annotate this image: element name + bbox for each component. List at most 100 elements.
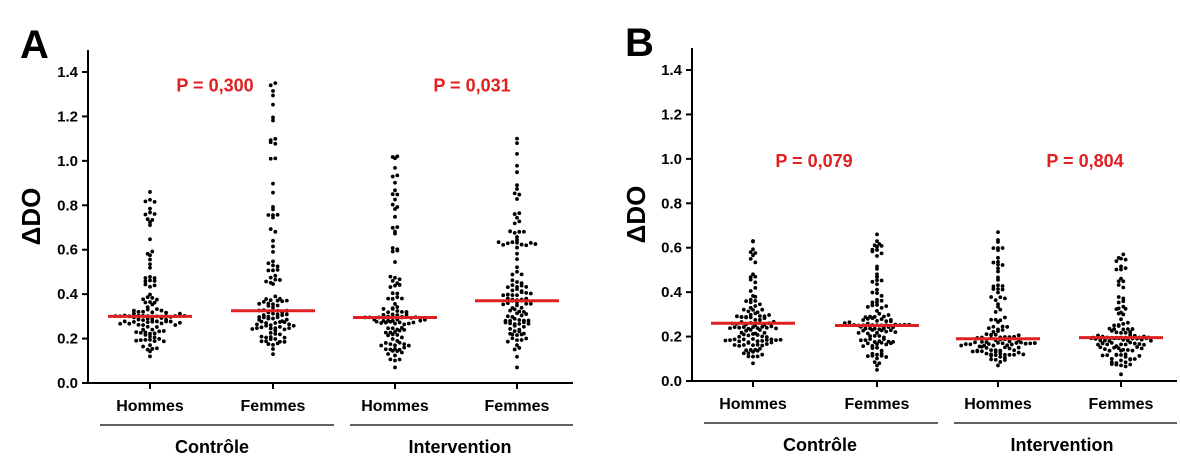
data-point (386, 352, 390, 356)
data-point (141, 327, 146, 332)
data-point (528, 291, 533, 296)
data-point (865, 341, 870, 346)
data-point (989, 348, 993, 353)
data-point (1116, 279, 1121, 284)
data-point (728, 338, 732, 343)
data-point (760, 307, 765, 312)
data-point (1103, 338, 1107, 343)
data-point (735, 314, 739, 319)
data-point (998, 354, 1003, 359)
data-point (1019, 340, 1023, 345)
data-point (282, 320, 287, 325)
data-point (968, 342, 973, 347)
data-point (501, 302, 506, 307)
data-point (998, 307, 1003, 312)
data-point (1007, 352, 1012, 357)
data-point (755, 333, 760, 337)
data-point (1116, 311, 1121, 316)
data-point (526, 321, 531, 326)
data-point (271, 215, 275, 220)
data-point (868, 337, 872, 341)
data-point (510, 240, 515, 245)
data-point (993, 317, 998, 322)
data-point (991, 329, 996, 334)
data-point (875, 291, 879, 296)
data-point (271, 263, 275, 268)
data-point (996, 269, 1000, 274)
data-point (732, 343, 737, 347)
data-point (522, 229, 526, 234)
data-point (998, 351, 1003, 356)
data-point (390, 326, 395, 331)
data-point (517, 346, 522, 350)
data-point (271, 250, 275, 254)
data-point (273, 277, 278, 282)
y-tick-label: 0.0 (57, 375, 78, 392)
data-point (383, 320, 388, 325)
data-point (143, 199, 148, 204)
data-point (739, 315, 744, 320)
data-point (778, 337, 783, 342)
category-label: Femmes (485, 398, 550, 415)
data-point (741, 351, 746, 356)
data-point (760, 338, 765, 343)
data-point (1126, 348, 1130, 352)
data-point (755, 342, 760, 347)
data-point (519, 242, 524, 247)
data-point (984, 332, 989, 337)
data-point (522, 320, 526, 325)
data-point (395, 173, 400, 178)
data-point (774, 326, 778, 331)
data-point (150, 296, 155, 300)
data-point (148, 284, 152, 289)
data-point (397, 320, 402, 325)
data-point (748, 327, 753, 332)
data-point (271, 207, 275, 212)
data-point (400, 335, 404, 340)
data-point (515, 215, 519, 220)
data-point (1123, 354, 1128, 359)
data-point (148, 349, 152, 354)
data-point (865, 331, 870, 336)
data-point (519, 313, 524, 318)
data-point (751, 247, 755, 252)
data-point (767, 313, 771, 317)
data-point (266, 316, 271, 321)
data-point (1000, 246, 1005, 250)
y-tick-label: 0.6 (661, 240, 682, 257)
data-point (728, 326, 732, 331)
data-point (1119, 264, 1123, 269)
data-point (390, 225, 395, 230)
data-point (1119, 276, 1123, 281)
data-point (271, 352, 275, 357)
data-point (268, 323, 273, 327)
data-point (1114, 362, 1119, 367)
data-point (753, 285, 758, 290)
data-point (1116, 324, 1121, 328)
data-point (508, 229, 512, 234)
data-point (996, 230, 1000, 235)
data-point (150, 327, 155, 332)
data-point (980, 344, 984, 349)
category-label: Femmes (1089, 396, 1154, 413)
data-point (1123, 266, 1128, 271)
data-point (395, 333, 400, 337)
data-point (1116, 300, 1121, 305)
data-point (512, 231, 517, 235)
data-point (275, 341, 280, 346)
data-point (870, 300, 875, 305)
data-point (168, 319, 173, 324)
data-point (278, 324, 282, 329)
data-point (884, 319, 889, 324)
data-point (393, 358, 397, 363)
data-point (886, 313, 891, 317)
data-point (402, 322, 407, 327)
data-point (1121, 299, 1126, 304)
data-point (381, 307, 386, 311)
data-point (178, 311, 182, 316)
data-point (141, 297, 146, 302)
data-point (1000, 328, 1005, 332)
panel-b: B 0.0 0.2 0.4 0.6 0.8 1.0 1.2 1.4 ΔDO Hommes Femmes… (621, 21, 1177, 455)
data-point (390, 291, 395, 296)
data-point (1098, 338, 1103, 343)
